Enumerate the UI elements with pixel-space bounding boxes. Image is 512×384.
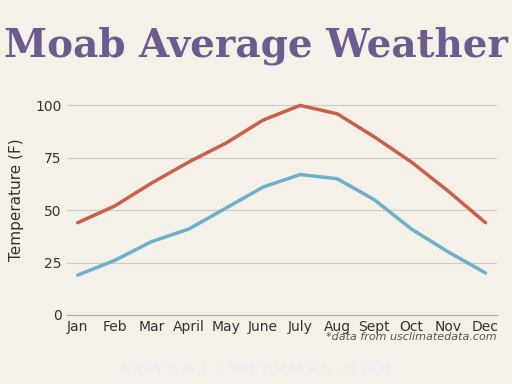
Y-axis label: Temperature (F): Temperature (F) [9, 138, 24, 261]
Text: Moab Average Weather: Moab Average Weather [4, 27, 508, 65]
Text: *data from usclimatedata.com: *data from usclimatedata.com [326, 332, 497, 342]
Text: V O Y A G E S W I T H V A L . C O M: V O Y A G E S W I T H V A L . C O M [121, 363, 391, 377]
